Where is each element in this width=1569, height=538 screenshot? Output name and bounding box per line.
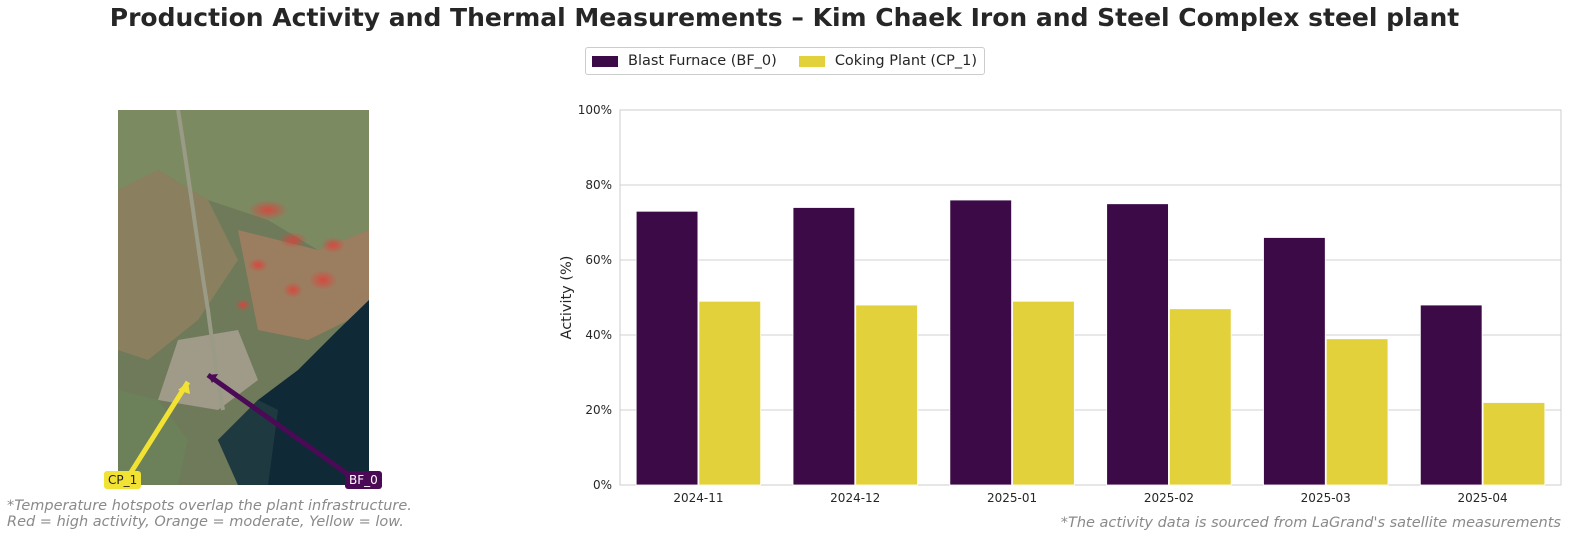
map-label-cp1: CP_1 [104,471,142,489]
bar-blast-furnace [1106,203,1169,486]
map-note-line-2: Red = high activity, Orange = moderate, … [7,514,404,530]
x-tick-label: 2024-11 [673,491,723,505]
map-label-bf0: BF_0 [345,471,382,489]
y-tick-label: 100% [578,103,612,117]
bar-coking-plant [855,304,918,486]
legend-label-blast-furnace: Blast Furnace (BF_0) [628,53,777,69]
satellite-map-image [118,110,369,485]
legend-swatch-coking-plant [798,55,825,67]
bar-blast-furnace [1263,237,1326,486]
satellite-map [118,110,369,485]
plot-frame [619,109,1562,486]
x-tick-label: 2025-02 [1144,491,1194,505]
bar-coking-plant [698,300,762,486]
x-tick-label: 2024-12 [830,491,880,505]
y-axis-label: Activity (%) [559,256,575,340]
chart-title: Production Activity and Thermal Measurem… [109,3,1460,32]
bar-coking-plant [1482,402,1546,486]
bar-coking-plant [1012,300,1075,486]
x-tick-label: 2025-04 [1458,491,1508,505]
bar-blast-furnace [635,210,699,486]
y-tick-label: 40% [585,328,612,342]
map-note: *Temperature hotspots overlap the plant … [7,498,412,530]
legend-swatch-blast-furnace [592,55,618,67]
bar-blast-furnace [949,199,1012,486]
y-tick-label: 20% [585,403,612,417]
bar-coking-plant [1325,338,1389,486]
legend: Blast Furnace (BF_0) Coking Plant (CP_1) [585,47,986,75]
map-note-line-1: *Temperature hotspots overlap the plant … [7,498,412,514]
y-tick-label: 80% [585,178,612,192]
legend-item-coking-plant: Coking Plant (CP_1) [798,53,978,69]
y-tick-label: 0% [593,478,612,492]
y-tick-label: 60% [585,253,612,267]
x-tick-label: 2025-03 [1301,491,1351,505]
bar-blast-furnace [792,207,856,486]
source-note: *The activity data is sourced from LaGra… [1060,515,1561,531]
legend-label-coking-plant: Coking Plant (CP_1) [834,53,978,69]
legend-item-blast-furnace: Blast Furnace (BF_0) [592,53,777,69]
bar-blast-furnace [1419,304,1483,486]
x-tick-label: 2025-01 [987,491,1037,505]
bar-coking-plant [1169,308,1232,486]
